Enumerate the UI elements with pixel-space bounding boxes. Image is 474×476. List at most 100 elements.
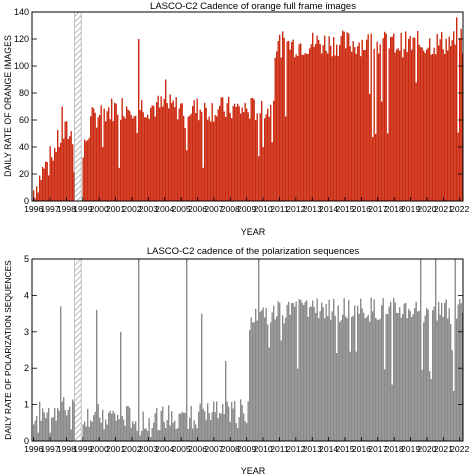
- bar: [430, 54, 432, 201]
- x-tick-label: 2014: [319, 204, 338, 214]
- bar: [309, 48, 311, 201]
- bar: [420, 259, 422, 441]
- bar: [397, 48, 399, 201]
- bar: [411, 49, 413, 201]
- bar: [417, 31, 419, 201]
- x-tick-label: 2007: [204, 204, 223, 214]
- bar: [333, 298, 335, 441]
- bar: [280, 340, 282, 441]
- bar: [370, 297, 372, 441]
- bar: [259, 113, 261, 201]
- bar: [226, 103, 228, 201]
- bar: [231, 118, 233, 201]
- bar: [91, 421, 93, 441]
- bar: [258, 156, 260, 201]
- bar: [355, 351, 357, 441]
- bar: [189, 115, 191, 201]
- bar: [298, 299, 300, 441]
- bar: [39, 175, 41, 201]
- bar: [156, 102, 158, 201]
- bar: [337, 305, 339, 441]
- bar: [133, 116, 135, 201]
- bar: [399, 50, 401, 202]
- bar: [40, 180, 42, 201]
- bar: [378, 53, 380, 201]
- bar: [54, 147, 56, 201]
- bar: [223, 413, 225, 441]
- bar: [237, 427, 239, 441]
- bar: [393, 297, 395, 441]
- bar: [175, 97, 177, 201]
- bar: [241, 107, 243, 201]
- bar: [255, 308, 257, 441]
- y-tick-label: 0: [24, 196, 29, 206]
- bar: [382, 38, 384, 202]
- bar: [283, 37, 285, 202]
- bar: [405, 302, 407, 441]
- gap-hatch: [74, 11, 82, 202]
- bar: [325, 303, 327, 441]
- bar: [133, 423, 135, 441]
- bar: [264, 317, 266, 441]
- bar: [111, 98, 113, 201]
- x-tick-label: 2021: [434, 444, 453, 454]
- bar: [153, 105, 155, 201]
- bar: [387, 314, 389, 441]
- bar: [126, 106, 128, 201]
- bar: [214, 412, 216, 441]
- bar: [396, 49, 398, 202]
- bar: [196, 98, 198, 201]
- bar: [318, 318, 320, 441]
- bar: [298, 44, 300, 201]
- bar: [63, 138, 65, 201]
- bar: [373, 299, 375, 441]
- x-tick-label: 2010: [254, 204, 273, 214]
- bar: [460, 28, 462, 202]
- bar: [364, 318, 366, 441]
- bar: [297, 56, 299, 201]
- bar: [147, 114, 149, 201]
- bar: [307, 316, 309, 441]
- bar: [166, 103, 168, 201]
- bar: [150, 437, 152, 441]
- bar: [307, 53, 309, 201]
- bar: [229, 421, 231, 441]
- bar: [253, 322, 255, 441]
- bar: [250, 98, 252, 201]
- bar: [157, 95, 159, 201]
- bar: [243, 413, 245, 441]
- bar: [64, 121, 66, 201]
- bar: [219, 105, 221, 201]
- x-tick-label: 2015: [335, 204, 354, 214]
- bar: [52, 160, 54, 201]
- bar: [178, 108, 180, 201]
- bar: [342, 30, 344, 201]
- bar: [220, 413, 222, 441]
- bar: [285, 116, 287, 201]
- x-axis-label: YEAR: [241, 466, 266, 476]
- bar: [330, 319, 332, 441]
- bar: [447, 50, 449, 201]
- bar: [199, 109, 201, 201]
- bar: [388, 306, 390, 441]
- bar: [144, 117, 146, 201]
- x-tick-label: 2011: [270, 204, 289, 214]
- bar: [388, 48, 390, 201]
- bar: [154, 116, 156, 201]
- x-tick-label: 2000: [90, 204, 109, 214]
- bar: [436, 320, 438, 441]
- bar: [144, 428, 146, 441]
- bar: [397, 312, 399, 441]
- bar: [106, 111, 108, 201]
- bar: [172, 422, 174, 441]
- bar: [357, 305, 359, 441]
- bar: [331, 56, 333, 201]
- bar: [183, 412, 185, 441]
- bar: [195, 113, 197, 201]
- bar: [240, 113, 242, 201]
- bar: [211, 412, 213, 441]
- bar: [363, 49, 365, 202]
- bar: [163, 98, 165, 201]
- bar: [292, 39, 294, 201]
- bar: [346, 32, 348, 202]
